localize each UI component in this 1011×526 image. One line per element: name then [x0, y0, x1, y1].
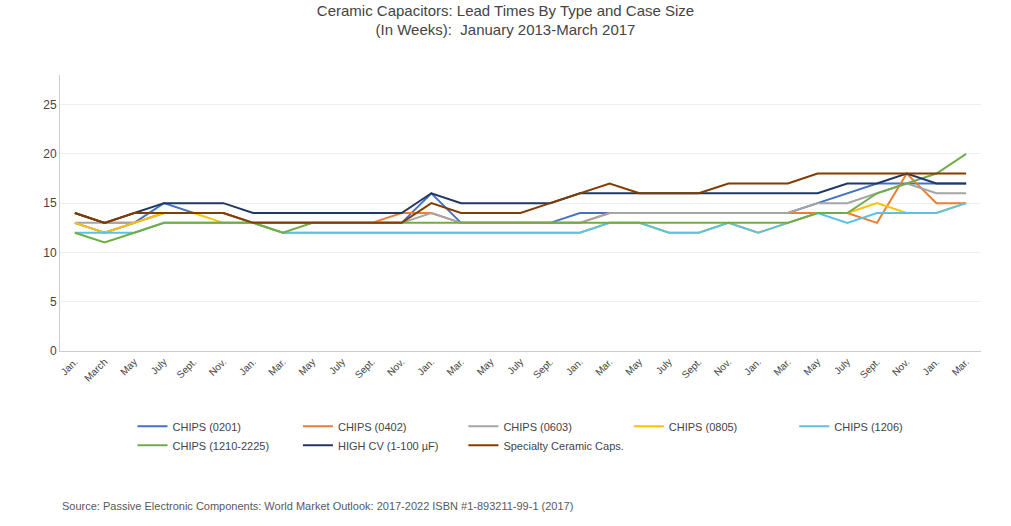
- svg-text:Jan.: Jan.: [920, 356, 941, 377]
- svg-text:CHIPS (0603): CHIPS (0603): [503, 421, 571, 433]
- svg-text:Nov.: Nov.: [207, 356, 229, 378]
- svg-text:CHIPS (0402): CHIPS (0402): [338, 421, 406, 433]
- svg-text:Jan.: Jan.: [59, 356, 80, 377]
- svg-text:May: May: [475, 356, 496, 377]
- svg-text:Mar.: Mar.: [266, 356, 288, 378]
- svg-text:July: July: [832, 356, 852, 376]
- svg-text:May: May: [623, 356, 644, 377]
- svg-text:Jan.: Jan.: [742, 356, 763, 377]
- svg-text:May: May: [801, 356, 822, 377]
- svg-text:CHIPS (1206): CHIPS (1206): [834, 421, 902, 433]
- svg-text:Sept.: Sept.: [858, 356, 882, 380]
- svg-text:July: July: [505, 356, 525, 376]
- svg-text:10: 10: [43, 246, 57, 260]
- svg-text:Sept.: Sept.: [174, 356, 198, 380]
- svg-text:Mar.: Mar.: [950, 356, 972, 378]
- svg-text:Source: Passive Electronic Com: Source: Passive Electronic Components: W…: [62, 500, 573, 512]
- svg-text:15: 15: [43, 196, 57, 210]
- svg-text:Nov.: Nov.: [385, 356, 407, 378]
- svg-text:Jan.: Jan.: [237, 356, 258, 377]
- svg-text:CHIPS (1210-2225): CHIPS (1210-2225): [173, 440, 270, 452]
- svg-text:Mar.: Mar.: [444, 356, 466, 378]
- svg-text:Ceramic Capacitors: Lead Times: Ceramic Capacitors: Lead Times By Type a…: [317, 2, 694, 39]
- svg-text:25: 25: [43, 98, 57, 112]
- svg-text:Sept.: Sept.: [531, 356, 555, 380]
- svg-text:Jan.: Jan.: [564, 356, 585, 377]
- svg-text:Specialty Ceramic Caps.: Specialty Ceramic Caps.: [503, 440, 623, 452]
- svg-text:Mar.: Mar.: [771, 356, 793, 378]
- svg-text:Sept.: Sept.: [679, 356, 703, 380]
- svg-text:Nov.: Nov.: [712, 356, 734, 378]
- svg-text:Jan.: Jan.: [415, 356, 436, 377]
- svg-text:May: May: [296, 356, 317, 377]
- svg-text:July: July: [654, 356, 674, 376]
- svg-text:0: 0: [50, 344, 57, 358]
- svg-text:20: 20: [43, 147, 57, 161]
- svg-text:Mar.: Mar.: [593, 356, 615, 378]
- svg-text:July: July: [327, 356, 347, 376]
- svg-text:CHIPS (0201): CHIPS (0201): [173, 421, 241, 433]
- svg-text:5: 5: [50, 295, 57, 309]
- svg-text:Nov.: Nov.: [890, 356, 912, 378]
- svg-text:July: July: [149, 356, 169, 376]
- svg-text:HIGH CV (1-100 µF): HIGH CV (1-100 µF): [338, 440, 438, 452]
- svg-text:Sept.: Sept.: [353, 356, 377, 380]
- svg-text:CHIPS (0805): CHIPS (0805): [669, 421, 737, 433]
- svg-text:May: May: [118, 356, 139, 377]
- svg-text:March: March: [82, 356, 109, 383]
